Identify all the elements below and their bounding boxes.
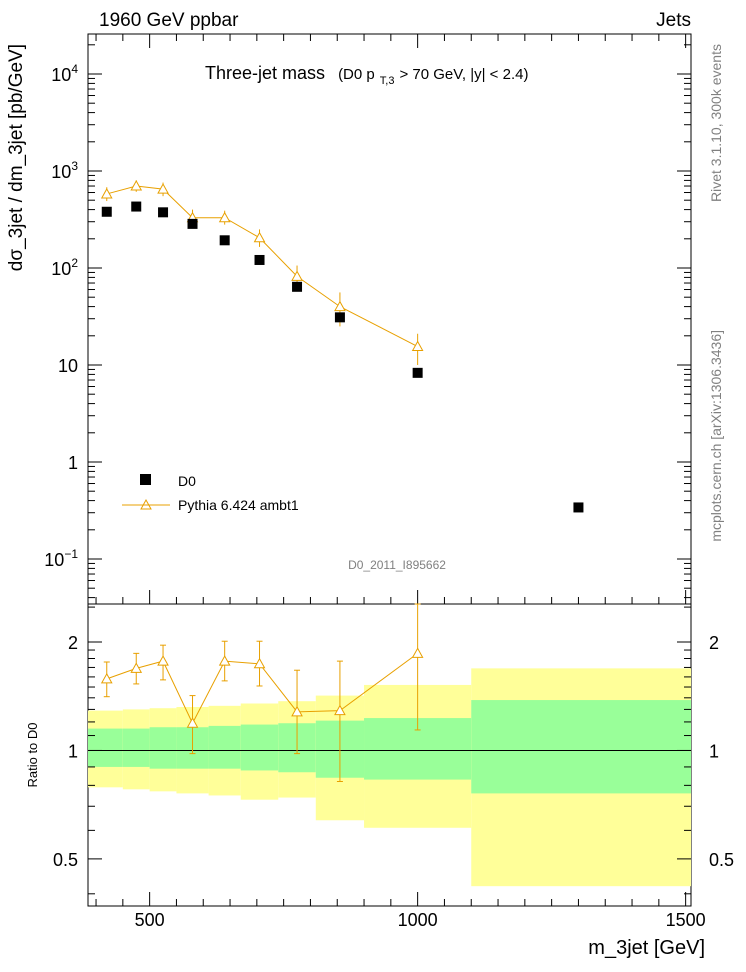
data-main-point-3 (187, 218, 198, 229)
legend-data-marker (140, 474, 151, 485)
mc-ratio-point-5 (253, 657, 266, 669)
main-panel-frame (87, 33, 692, 605)
mc-main-point-0 (100, 187, 113, 199)
y-tick-label-ratio-right-1: 1 (709, 741, 719, 761)
mc-ratio-point-0 (100, 672, 113, 684)
data-main-point-9 (573, 502, 584, 513)
y-tick-label-main-1: 1 (68, 453, 78, 473)
y-tick-label-main-3: 102 (51, 256, 78, 279)
band-inner-0 (88, 728, 123, 767)
y-tick-label-exp: 2 (71, 256, 78, 270)
plot-title-sub-prefix: (D0 p (338, 66, 375, 83)
data-main-point-1 (131, 201, 142, 212)
y-tick-label-ratio-left-1: 1 (68, 741, 78, 761)
y-tick-label-main-2: 10 (58, 356, 78, 376)
y-tick-label-ratio-left-0.5: 0.5 (53, 850, 78, 870)
analysis-id: D0_2011_I895662 (348, 558, 446, 572)
y-tick-label-exp: 3 (71, 159, 78, 173)
mc-ratio-point-6 (291, 705, 303, 717)
mc-ratio-point-8 (411, 647, 424, 658)
x-tick-label-1000: 1000 (398, 910, 438, 930)
band-inner-1 (122, 728, 150, 767)
band-inner-2 (149, 727, 177, 769)
y-tick-label-main-5: 104 (51, 62, 78, 85)
mc-ratio-point-3 (186, 717, 199, 728)
mc-series-ratio (100, 603, 424, 782)
y-tick-label-base: 1 (68, 453, 78, 473)
mc-main-point-4 (218, 211, 231, 223)
legend-mc-label: Pythia 6.424 ambt1 (178, 497, 299, 513)
data-main-point-4 (219, 235, 230, 246)
mc-main-point-5 (253, 231, 266, 243)
y-tick-label-ratio-right-0.5: 0.5 (709, 850, 734, 870)
legend-mc-marker (140, 498, 152, 510)
rivet-version-label: Rivet 3.1.10, 300k events (708, 44, 724, 202)
data-main-point-6 (292, 281, 303, 292)
data-main-point-5 (254, 254, 265, 265)
y-tick-label-exp: −1 (64, 547, 78, 561)
data-series-main (101, 201, 584, 513)
y-tick-label-base: 10 (51, 65, 71, 85)
band-inner-5 (240, 724, 279, 771)
data-main-point-0 (101, 206, 112, 217)
legend-data-label: D0 (178, 473, 196, 489)
mc-ratio-point-2 (157, 655, 169, 666)
plot-title: Three-jet mass (D0 p T,3 > 70 GeV, |y| <… (205, 63, 528, 88)
data-main-point-7 (334, 312, 345, 323)
band-inner-4 (208, 725, 241, 769)
data-main-point-8 (412, 367, 423, 378)
y-tick-label-main-4: 103 (51, 159, 78, 182)
x-tick-label-500: 500 (135, 910, 165, 930)
mc-main-point-2 (157, 183, 169, 194)
band-inner-9 (471, 700, 691, 794)
mc-main-point-8 (411, 340, 424, 352)
y-tick-label-main-0: 10−1 (44, 547, 78, 570)
plot-title-subscript: T,3 (380, 75, 395, 87)
mc-main-point-1 (130, 179, 143, 191)
y-tick-label-base: 10 (58, 356, 78, 376)
y-tick-label-base: 10 (44, 550, 64, 570)
y-tick-label-base: 10 (51, 259, 71, 279)
axis-ticks (88, 34, 691, 906)
x-axis-label: m_3jet [GeV] (588, 937, 705, 959)
plot-title-sub-suffix: > 70 GeV, |y| < 2.4) (399, 66, 528, 83)
y-axis-label-ratio: Ratio to D0 (25, 722, 40, 787)
mc-main-line (106, 185, 418, 347)
mc-ratio-point-1 (130, 662, 143, 673)
mcplots-label: mcplots.cern.ch [arXiv:1306.3436] (708, 330, 724, 542)
data-main-point-2 (158, 207, 169, 218)
y-tick-label-exp: 4 (71, 62, 78, 76)
y-tick-label-ratio-left-2: 2 (68, 633, 78, 653)
mc-main-point-7 (334, 300, 346, 312)
y-tick-label-ratio-right-2: 2 (709, 633, 719, 653)
ratio-uncertainty-bands (88, 668, 691, 887)
mc-main-point-6 (291, 270, 303, 281)
header-energy: 1960 GeV ppbar (99, 10, 239, 31)
y-axis-label-main: dσ_3jet / dm_3jet [pb/GeV] (6, 44, 27, 271)
x-tick-label-1500: 1500 (666, 910, 706, 930)
mc-ratio-point-4 (218, 655, 231, 666)
header-category: Jets (656, 10, 691, 31)
y-tick-label-base: 10 (51, 162, 71, 182)
plot-title-main: Three-jet mass (205, 63, 325, 83)
mc-series-main (100, 179, 424, 365)
mc-ratio-point-7 (334, 704, 346, 716)
